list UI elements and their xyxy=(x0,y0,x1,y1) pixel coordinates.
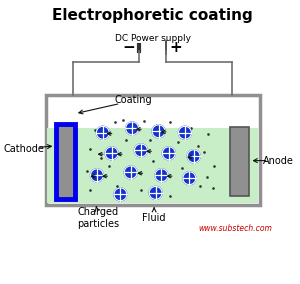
Text: Electrophoretic coating: Electrophoretic coating xyxy=(52,8,253,23)
Circle shape xyxy=(124,166,137,179)
Circle shape xyxy=(96,126,109,139)
Text: +: + xyxy=(170,40,182,55)
Text: Charged
particles: Charged particles xyxy=(77,207,119,229)
Circle shape xyxy=(105,147,118,160)
Bar xyxy=(230,127,249,196)
Circle shape xyxy=(178,126,191,139)
Text: www.substech.com: www.substech.com xyxy=(198,224,272,233)
Circle shape xyxy=(183,172,196,185)
Circle shape xyxy=(134,144,147,157)
Circle shape xyxy=(187,150,200,163)
Bar xyxy=(47,128,258,203)
Circle shape xyxy=(162,147,175,160)
Text: Anode: Anode xyxy=(263,156,294,166)
Circle shape xyxy=(149,186,162,199)
Circle shape xyxy=(91,169,103,182)
Bar xyxy=(56,124,75,199)
Circle shape xyxy=(126,122,139,135)
Circle shape xyxy=(152,125,165,138)
Text: −: − xyxy=(123,40,136,55)
Text: DC Power supply: DC Power supply xyxy=(115,34,191,43)
Bar xyxy=(46,95,260,204)
Text: Fluid: Fluid xyxy=(142,213,166,224)
Text: Coating: Coating xyxy=(115,95,152,105)
Text: Cathode: Cathode xyxy=(4,144,45,154)
Circle shape xyxy=(155,169,168,182)
Circle shape xyxy=(114,188,127,201)
